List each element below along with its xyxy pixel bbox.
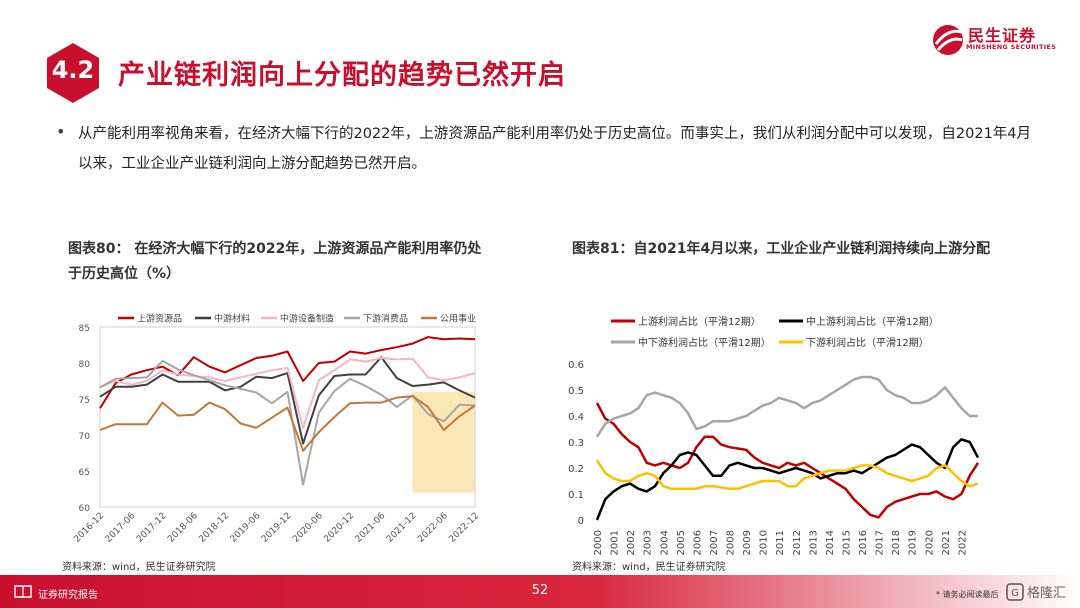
legend-label: 上游资源品 [137, 313, 182, 325]
minsheng-logo-icon [933, 25, 963, 55]
chart-81-caption: 图表81：自2021年4月以来，工业企业产业链利润持续向上游分配 [572, 241, 991, 257]
series-line-1 [595, 402, 980, 519]
x-tick-label: 2012 [792, 530, 803, 555]
x-tick-label: 2018 [891, 530, 902, 555]
x-tick-label: 2018-12 [197, 511, 231, 545]
x-tick-label: 2020-12 [322, 511, 356, 545]
x-tick-label: 2022-06 [416, 511, 450, 545]
y-tick-label: 85 [79, 324, 90, 334]
x-tick-label: 2007 [709, 530, 720, 555]
x-tick-label: 2005 [676, 530, 687, 555]
logo-text-cn: 民生证券 [968, 26, 1037, 45]
page-number: 52 [531, 583, 549, 598]
x-tick-label: 2019-12 [260, 511, 294, 545]
footer-disclaimer: * 请务必阅读最后 [936, 590, 999, 599]
x-tick-label: 2010 [759, 530, 770, 555]
logo-text-en: MINSHENG SECURITIES [966, 43, 1057, 51]
legend-label: 中下游利润占比（平滑12期） [638, 336, 771, 349]
book-icon [14, 585, 32, 598]
profit-share-chart: 0 0.1 0.2 0.3 0.4 0.5 0.6 2000 2001 2002 2003 2004 2… [568, 315, 980, 555]
x-tick-label: 2009 [742, 530, 753, 555]
x-tick-label: 2011 [775, 530, 786, 555]
x-tick-label: 2020-06 [291, 511, 325, 545]
x-tick-label: 2008 [726, 530, 737, 555]
x-tick-label: 2002 [626, 530, 637, 555]
bullet-dot: • [56, 122, 66, 141]
x-tick-label: 2000 [593, 530, 604, 555]
y-tick-label: 75 [79, 396, 90, 406]
y-tick-label: 70 [79, 432, 91, 442]
x-tick-label: 2017-12 [135, 511, 169, 545]
x-tick-label: 2014 [825, 530, 836, 555]
series-line-5 [99, 395, 476, 452]
legend-label: 下游消费品 [363, 313, 408, 325]
x-tick-label: 2017 [875, 530, 886, 555]
x-tick-label: 2020 [924, 530, 935, 555]
x-tick-label: 2019 [908, 530, 919, 555]
x-tick-label: 2016 [858, 530, 869, 555]
legend-label: 中游设备制造 [280, 313, 334, 325]
x-tick-label: 2004 [659, 530, 670, 555]
legend-label: 中上游利润占比（平滑12期） [806, 315, 939, 328]
x-tick-label: 2013 [808, 530, 819, 555]
y-tick-label: 0.4 [568, 412, 584, 423]
series-line-4 [595, 459, 979, 491]
watermark-logo: G 格隆汇 [1006, 583, 1066, 601]
y-tick-label: 65 [79, 468, 90, 478]
chart-80-caption: 图表80： 在经济大幅下行的2022年，上游资源品产能利用率仍处于历史高位（%） [68, 241, 482, 282]
x-tick-label: 2006 [692, 530, 703, 555]
y-tick-label: 60 [79, 504, 91, 514]
legend-label: 上游利润占比（平滑12期） [638, 315, 761, 328]
x-tick-label: 2016-12 [72, 511, 106, 545]
x-tick-label: 2021 [941, 530, 952, 555]
legend-label: 中游材料 [214, 313, 250, 325]
x-tick-label: 2015 [841, 530, 852, 555]
capacity-utilization-chart: 60 65 70 75 80 85 2016-122017-062017-122018-06… [72, 313, 481, 545]
section-number: 4.2 [51, 56, 95, 84]
page-title: 产业链利润向上分配的趋势已然开启 [118, 60, 566, 91]
x-tick-label: 2019-06 [229, 511, 263, 545]
y-tick-label: 80 [79, 360, 91, 370]
x-tick-label: 2021-06 [354, 511, 388, 545]
y-tick-label: 0.3 [568, 438, 584, 449]
x-tick-label: 2003 [643, 530, 654, 555]
y-tick-label: 0.2 [568, 464, 584, 475]
plot-frame [99, 326, 476, 508]
bullet-text: 从产能利用率视角来看，在经济大幅下行的2022年，上游资源品产能利用率仍处于历史… [78, 126, 1032, 172]
chart-81-source: 资料来源：wind，民生证券研究院 [572, 562, 726, 573]
footer-bar [0, 575, 1080, 608]
series-line-2 [99, 356, 476, 445]
section-badge [47, 43, 99, 103]
footer-label: 证券研究报告 [38, 590, 98, 601]
minsheng-logo [933, 25, 963, 55]
legend-label: 下游利润占比（平滑12期） [806, 336, 929, 349]
watermark-text: 格隆汇 [1027, 585, 1066, 601]
chart-80-source: 资料来源：wind，民生证券研究院 [62, 562, 216, 573]
series-line-3 [99, 357, 476, 429]
x-tick-label: 2021-12 [385, 511, 419, 545]
series-line-2 [595, 438, 980, 521]
series-line-1 [99, 336, 476, 409]
series-line-3 [595, 375, 978, 438]
y-tick-label: 0 [578, 516, 584, 527]
x-tick-label: 2018-06 [166, 511, 200, 545]
x-tick-label: 2022 [957, 530, 968, 555]
x-tick-label: 2022-12 [447, 511, 481, 545]
y-tick-label: 0.6 [568, 360, 584, 371]
x-tick-label: 2017-06 [104, 511, 138, 545]
x-tick-label: 2001 [610, 530, 621, 555]
y-tick-label: 0.5 [568, 386, 584, 397]
legend-label: 公用事业 [440, 313, 476, 325]
svg-text:G: G [1011, 588, 1019, 599]
y-tick-label: 0.1 [568, 490, 584, 501]
